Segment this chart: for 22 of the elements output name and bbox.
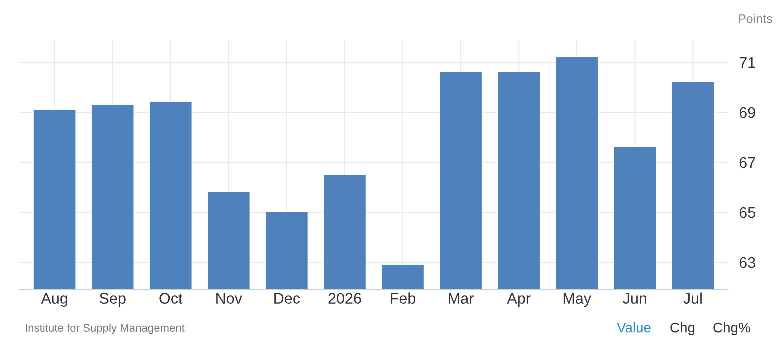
- x-tick-label: Jun: [623, 293, 646, 304]
- x-tick-label: Dec: [274, 293, 300, 304]
- x-tick-label: Apr: [507, 293, 531, 308]
- x-tick-label: Aug: [41, 293, 68, 308]
- x-tick-label: Oct: [160, 293, 183, 304]
- x-tick-label: May: [564, 293, 592, 308]
- y-tick-label: 63: [740, 257, 756, 268]
- text: Value: [617, 322, 651, 333]
- y-tick-label: 67: [740, 157, 756, 168]
- x-tick-label: 2026: [328, 293, 362, 304]
- x-tick-label: Mar: [449, 293, 474, 304]
- x-tick-label: Feb: [391, 292, 416, 304]
- text: Chg%: [714, 322, 750, 336]
- y-tick-label: 69: [740, 107, 756, 118]
- x-tick-label: Jul: [684, 292, 702, 304]
- text: Institute for Supply Management: [26, 324, 185, 334]
- text: Chg: [670, 322, 695, 336]
- y-tick-label: 65: [740, 207, 756, 218]
- y-tick-label: 71: [740, 58, 756, 68]
- y-axis-title: Points: [739, 14, 772, 24]
- x-tick-label: Nov: [216, 293, 242, 304]
- x-tick-label: Sep: [100, 293, 126, 308]
